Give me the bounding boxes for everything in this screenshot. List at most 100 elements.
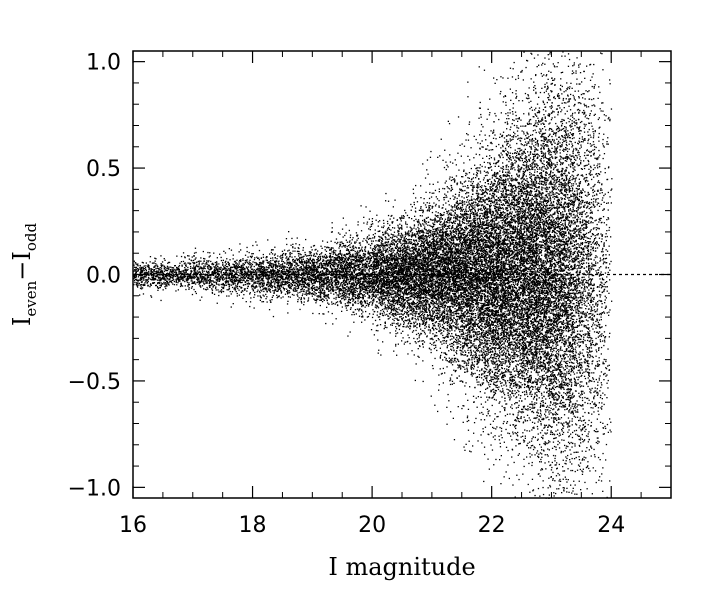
scatter-point [544,178,546,180]
scatter-point [336,264,338,266]
scatter-point [540,304,542,306]
scatter-point [417,292,419,294]
scatter-point [480,336,482,338]
scatter-point [413,275,415,277]
scatter-point [540,458,542,461]
scatter-point [600,480,603,482]
scatter-point [601,473,603,475]
scatter-point [500,278,502,280]
scatter-point [216,269,218,272]
scatter-point [542,339,544,341]
scatter-point [477,440,479,442]
scatter-point [470,319,472,321]
scatter-point [525,167,527,169]
scatter-point [336,258,339,260]
scatter-point [448,332,450,335]
scatter-point [473,243,475,245]
scatter-point [306,261,308,263]
scatter-point [549,265,551,267]
scatter-point [483,375,486,378]
scatter-point [588,346,591,349]
scatter-point [532,329,534,331]
scatter-point [590,246,592,248]
scatter-point [441,231,443,234]
scatter-point [285,274,288,276]
scatter-point [590,216,592,218]
scatter-point [329,258,331,261]
scatter-point [490,157,492,159]
scatter-point [582,441,584,443]
scatter-point [454,204,456,207]
scatter-point [534,228,536,231]
scatter-point [515,90,517,92]
scatter-point [570,163,572,165]
scatter-point [480,312,482,314]
scatter-point [598,377,600,379]
scatter-point [465,393,467,395]
scatter-point [291,271,293,273]
scatter-point [433,341,436,343]
scatter-point [565,232,567,234]
scatter-point [553,180,555,182]
scatter-point [582,405,584,407]
scatter-point [404,264,406,266]
scatter-point [550,128,552,130]
scatter-point [562,291,564,293]
scatter-point [603,242,605,244]
scatter-point [314,275,316,277]
scatter-point [460,270,462,273]
scatter-point [424,274,426,277]
scatter-point [406,271,408,273]
scatter-point [242,259,244,261]
scatter-point [488,331,490,333]
scatter-point [539,280,541,283]
scatter-point [580,315,583,317]
scatter-point [437,410,439,413]
scatter-point [330,240,332,242]
scatter-point [507,312,509,315]
scatter-point [366,221,369,223]
scatter-point [569,280,571,283]
scatter-point [485,341,487,343]
scatter-point [472,204,474,207]
scatter-point [531,138,534,140]
scatter-point [331,263,333,266]
scatter-point [484,344,486,347]
scatter-point [455,338,457,341]
scatter-point [395,258,397,260]
scatter-point [423,341,426,343]
scatter-point [537,247,539,249]
scatter-point [551,276,554,278]
scatter-point [491,362,493,364]
scatter-point [579,141,581,143]
scatter-point [295,287,297,289]
scatter-point [374,261,376,263]
scatter-point [483,212,485,214]
scatter-point [457,346,459,348]
scatter-point [510,373,513,376]
scatter-point [258,278,260,280]
scatter-point [503,407,505,409]
scatter-point [301,268,303,271]
scatter-point [575,297,577,299]
scatter-point [299,274,301,276]
scatter-point [572,350,575,352]
scatter-point [565,247,567,250]
scatter-point [440,288,442,290]
scatter-point [518,381,520,383]
scatter-point [509,88,511,90]
scatter-point [449,305,451,308]
scatter-point [523,458,525,460]
scatter-point [575,187,577,190]
scatter-point [445,295,447,297]
scatter-point [406,251,408,253]
scatter-point [500,354,502,356]
scatter-point [447,309,449,312]
scatter-point [449,213,451,216]
scatter-point [385,238,387,240]
scatter-point [526,321,528,323]
scatter-point [160,255,162,257]
scatter-point [445,161,447,163]
scatter-point [453,237,455,239]
scatter-point [526,193,528,196]
